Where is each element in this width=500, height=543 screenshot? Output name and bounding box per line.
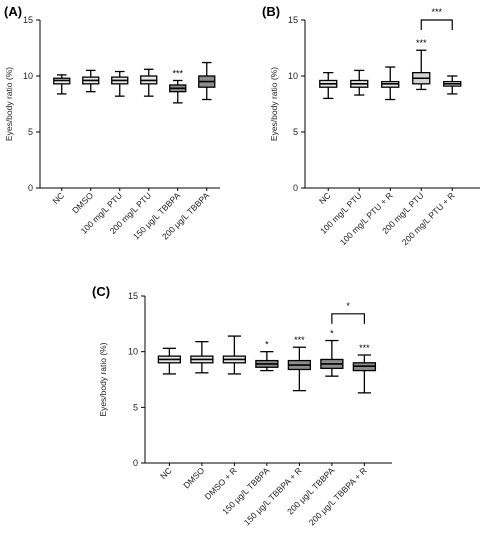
x-tick-label: DMSO: [181, 465, 206, 490]
panel-b: (B) 0 5 10 15 Eyes/body ratio (%) NC 100 mg/L P…: [262, 4, 480, 247]
significance-marker: ***: [359, 343, 370, 353]
y-tick-label: 10: [128, 347, 138, 357]
box-1: [319, 71, 338, 100]
box-1: [53, 74, 71, 95]
box-6: *: [320, 329, 344, 377]
bracket-significance-marker: *: [346, 301, 350, 311]
box-6: [198, 61, 216, 101]
x-tick-label: NC: [317, 190, 333, 206]
box-1: [157, 347, 182, 375]
y-axis-label: Eyes/body ratio (%): [4, 67, 14, 141]
x-tick-label: NC: [50, 190, 66, 206]
panel-label: (A): [4, 4, 22, 19]
box-5: ***: [287, 335, 312, 392]
box-7: ***: [352, 343, 377, 394]
x-tick-label: 100 mg/L PTU + R: [338, 190, 395, 247]
box-4: ***: [412, 38, 431, 91]
y-tick-label: 0: [133, 458, 138, 468]
y-tick-label: 15: [23, 15, 33, 25]
x-tick-label: 150 μg/L TBBPA + R: [242, 465, 304, 527]
y-tick-label: 5: [28, 127, 33, 137]
comparison-bracket: [420, 19, 453, 30]
box-3: [381, 66, 400, 101]
panel-label: (C): [92, 284, 110, 299]
x-tick-label: 200 mg/L PTU + R: [400, 190, 457, 247]
y-tick-label: 5: [133, 402, 138, 412]
y-tick-label: 15: [288, 15, 298, 25]
significance-marker: *: [330, 329, 334, 339]
x-tick-label: DMSO: [70, 190, 95, 215]
significance-marker: *: [265, 340, 269, 350]
box-4: *: [255, 340, 279, 372]
x-tick-label: 200 μg/L TBBPA + R: [307, 465, 369, 527]
box-3: [222, 335, 247, 375]
box-5: [443, 75, 462, 95]
box-4: [140, 68, 158, 97]
y-tick-label: 15: [128, 291, 138, 301]
bracket-significance-marker: ***: [431, 7, 442, 17]
panel-label: (B): [262, 4, 280, 19]
x-tick-label: NC: [158, 465, 174, 481]
box-3: [111, 70, 129, 97]
significance-marker: ***: [172, 68, 183, 78]
box-2: [350, 69, 369, 96]
box-2: [190, 340, 214, 374]
box-5: ***: [169, 68, 187, 104]
y-tick-label: 10: [23, 71, 33, 81]
y-tick-label: 10: [288, 71, 298, 81]
y-tick-label: 0: [28, 183, 33, 193]
significance-marker: ***: [416, 38, 427, 48]
y-axis-label: Eyes/body ratio (%): [98, 342, 108, 416]
y-axis-label: Eyes/body ratio (%): [269, 67, 279, 141]
y-tick-label: 0: [293, 183, 298, 193]
box-2: [82, 69, 100, 93]
significance-marker: ***: [294, 335, 305, 345]
comparison-bracket: [331, 313, 365, 324]
y-tick-label: 5: [293, 127, 298, 137]
